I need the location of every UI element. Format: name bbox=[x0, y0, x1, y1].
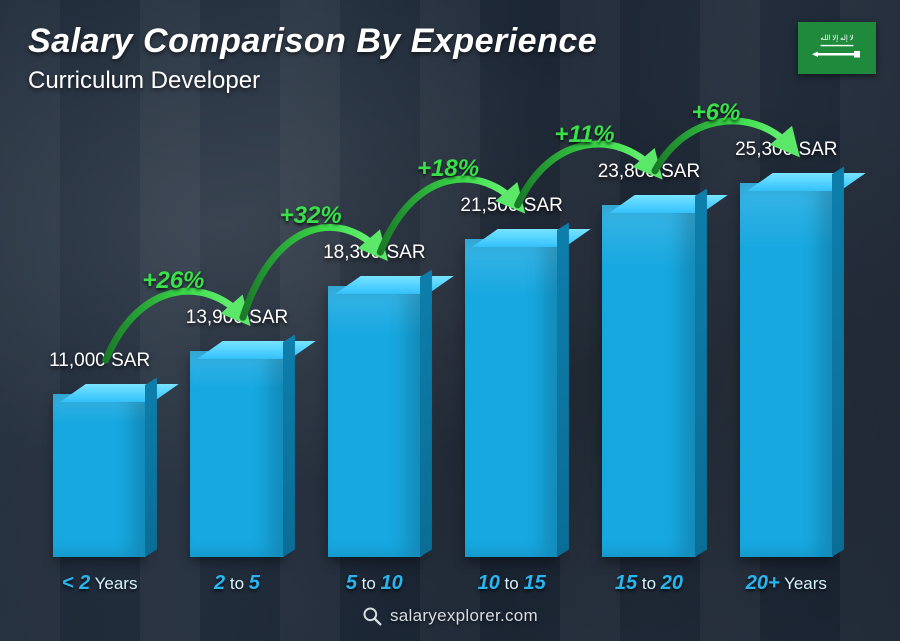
bar bbox=[602, 205, 695, 557]
bar-side-face bbox=[557, 223, 569, 557]
bar-chart: 11,000 SAR 13,900 SAR 18,300 SAR 21,500 SAR… bbox=[40, 117, 846, 557]
x-tick: 20+ Years bbox=[727, 572, 846, 595]
x-axis: < 2 Years2 to 55 to 1010 to 1515 to 2020… bbox=[40, 572, 846, 595]
bar-slot: 11,000 SAR bbox=[40, 117, 159, 557]
bar-top-face bbox=[197, 341, 316, 359]
bar-side-face bbox=[420, 270, 432, 557]
bar-top-face bbox=[60, 384, 179, 402]
bar-top-face bbox=[335, 276, 454, 294]
footer: salaryexplorer.com bbox=[0, 606, 900, 631]
bar-top-face bbox=[472, 229, 591, 247]
x-tick-strong: 10 bbox=[478, 572, 500, 594]
x-tick-strong: < 2 bbox=[62, 572, 90, 594]
x-tick-dim: Years bbox=[90, 574, 137, 593]
chart-title: Salary Comparison By Experience bbox=[28, 22, 597, 61]
country-flag-icon: ـــــــــــ لا إله إلا الله bbox=[798, 22, 876, 74]
chart-subtitle: Curriculum Developer bbox=[28, 67, 597, 95]
site-logo: salaryexplorer.com bbox=[362, 606, 538, 626]
bar-side-face bbox=[695, 189, 707, 557]
bar-front bbox=[328, 286, 421, 557]
x-tick: 15 to 20 bbox=[589, 572, 708, 595]
bar-value-label: 18,300 SAR bbox=[323, 242, 425, 264]
bar-front bbox=[465, 239, 558, 557]
bar-front bbox=[190, 351, 283, 557]
x-tick-strong: 20 bbox=[661, 572, 683, 594]
bar-value-label: 21,500 SAR bbox=[460, 195, 562, 217]
bar bbox=[53, 394, 146, 557]
bar-value-label: 23,800 SAR bbox=[598, 161, 700, 183]
bar-value-label: 11,000 SAR bbox=[49, 350, 150, 372]
x-tick-strong: 5 bbox=[346, 572, 357, 594]
bar-slot: 13,900 SAR bbox=[177, 117, 296, 557]
bar bbox=[328, 286, 421, 557]
bar-slot: 25,300 SAR bbox=[727, 117, 846, 557]
bar-side-face bbox=[145, 378, 157, 557]
x-tick-strong: 10 bbox=[381, 572, 403, 594]
bar-front bbox=[602, 205, 695, 557]
bar-front bbox=[53, 394, 146, 557]
x-tick-dim: to bbox=[357, 574, 381, 593]
x-tick-strong: 15 bbox=[615, 572, 637, 594]
x-tick: < 2 Years bbox=[40, 572, 159, 595]
bar-side-face bbox=[832, 167, 844, 557]
title-block: Salary Comparison By Experience Curricul… bbox=[28, 22, 597, 95]
x-tick-dim: to bbox=[637, 574, 661, 593]
x-tick-dim: to bbox=[225, 574, 249, 593]
bar-value-label: 13,900 SAR bbox=[186, 307, 288, 329]
bar-slot: 18,300 SAR bbox=[315, 117, 434, 557]
x-tick: 10 to 15 bbox=[452, 572, 571, 595]
x-tick-dim: Years bbox=[780, 574, 827, 593]
x-tick-strong: 2 bbox=[214, 572, 225, 594]
bar-side-face bbox=[283, 335, 295, 557]
x-tick-dim: to bbox=[500, 574, 524, 593]
x-tick: 2 to 5 bbox=[177, 572, 296, 595]
magnifier-icon bbox=[362, 606, 382, 626]
x-tick-strong: 20+ bbox=[746, 572, 780, 594]
svg-text:لا إله إلا الله: لا إله إلا الله bbox=[820, 34, 853, 42]
bar-top-face bbox=[747, 173, 866, 191]
bar-top-face bbox=[609, 195, 728, 213]
bar-slot: 23,800 SAR bbox=[589, 117, 708, 557]
x-tick-strong: 5 bbox=[249, 572, 260, 594]
bar bbox=[190, 351, 283, 557]
x-tick-strong: 15 bbox=[523, 572, 545, 594]
bar bbox=[465, 239, 558, 557]
chart-stage: Salary Comparison By Experience Curricul… bbox=[0, 0, 900, 641]
bar-value-label: 25,300 SAR bbox=[735, 139, 837, 161]
footer-site-text: salaryexplorer.com bbox=[390, 606, 538, 626]
bar-front bbox=[740, 183, 833, 557]
x-tick: 5 to 10 bbox=[315, 572, 434, 595]
bar bbox=[740, 183, 833, 557]
bar-slot: 21,500 SAR bbox=[452, 117, 571, 557]
